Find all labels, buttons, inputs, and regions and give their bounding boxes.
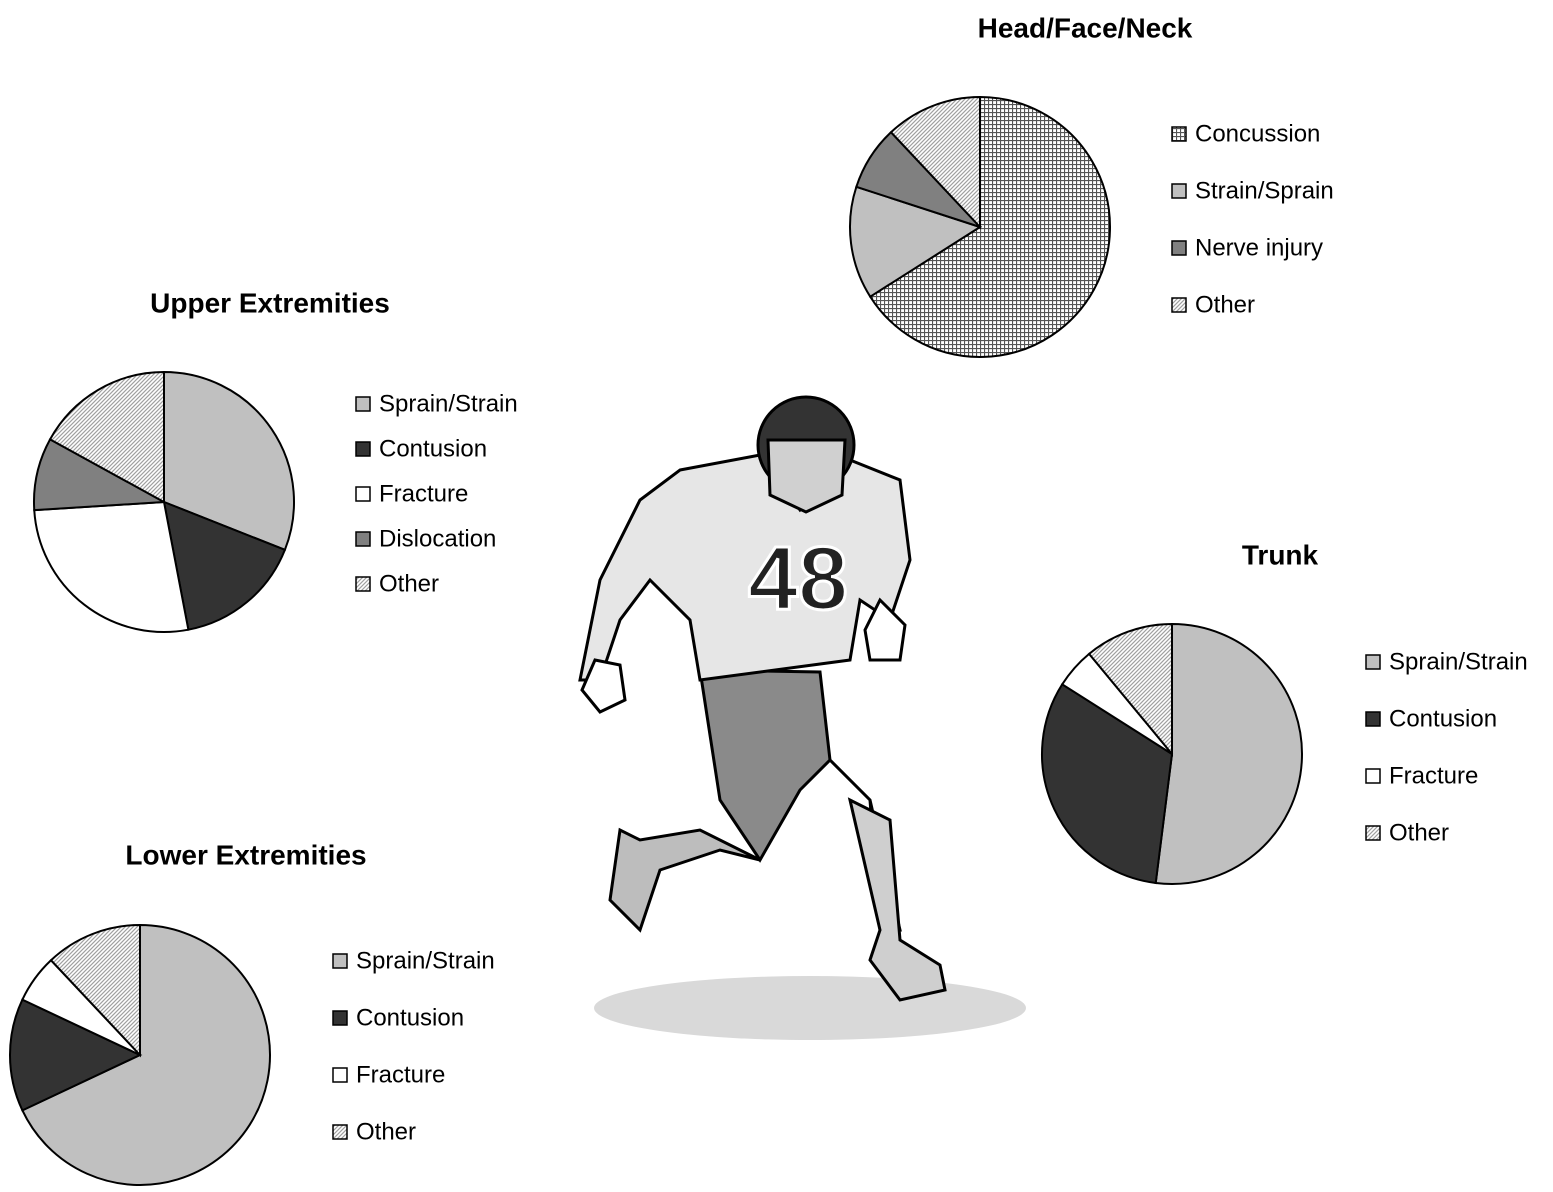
legend-label: Contusion xyxy=(379,435,487,462)
legend-label: Other xyxy=(379,570,439,597)
player-illustration: 48 xyxy=(580,397,1026,1040)
legend-swatch xyxy=(356,532,370,546)
chart-title: Head/Face/Neck xyxy=(978,12,1193,43)
legend-swatch xyxy=(333,1125,347,1139)
legend-label: Contusion xyxy=(356,1004,464,1031)
legend-swatch xyxy=(1366,655,1380,669)
legend-swatch xyxy=(1172,184,1186,198)
legend-label: Sprain/Strain xyxy=(356,947,495,974)
legend-swatch xyxy=(356,442,370,456)
legend-swatch xyxy=(333,1011,347,1025)
legend-swatch xyxy=(1366,826,1380,840)
legend-swatch xyxy=(1366,769,1380,783)
legend-swatch xyxy=(333,1068,347,1082)
legend-label: Nerve injury xyxy=(1195,234,1323,261)
shadow xyxy=(594,976,1026,1040)
legend-label: Strain/Sprain xyxy=(1195,177,1334,204)
legend-label: Sprain/Strain xyxy=(379,390,518,417)
legend-label: Concussion xyxy=(1195,120,1320,147)
legend-label: Fracture xyxy=(356,1061,445,1088)
legend-label: Fracture xyxy=(379,480,468,507)
pie-slice xyxy=(1156,624,1302,884)
legend-label: Contusion xyxy=(1389,705,1497,732)
legend-swatch xyxy=(356,577,370,591)
legend-swatch xyxy=(356,397,370,411)
legend-swatch xyxy=(333,954,347,968)
right-leg xyxy=(850,800,945,1000)
pie-slice xyxy=(34,502,188,632)
legend-label: Other xyxy=(1389,819,1449,846)
legend-swatch xyxy=(1366,712,1380,726)
legend-swatch xyxy=(1172,127,1186,141)
legend-label: Other xyxy=(356,1118,416,1145)
legend-label: Sprain/Strain xyxy=(1389,648,1528,675)
page: 48 Head/Face/Neck Concussion Strain/Sprain… xyxy=(0,0,1553,1192)
legend-swatch xyxy=(1172,298,1186,312)
jersey-number: 48 xyxy=(748,529,848,629)
chart-title: Upper Extremities xyxy=(150,287,390,318)
chart-title: Trunk xyxy=(1242,539,1319,570)
legend-swatch xyxy=(1172,241,1186,255)
jersey xyxy=(580,455,910,680)
legend-label: Other xyxy=(1195,291,1255,318)
chart-title: Lower Extremities xyxy=(125,839,366,870)
left-leg xyxy=(610,830,760,930)
legend-label: Fracture xyxy=(1389,762,1478,789)
legend-swatch xyxy=(356,487,370,501)
legend-label: Dislocation xyxy=(379,525,496,552)
